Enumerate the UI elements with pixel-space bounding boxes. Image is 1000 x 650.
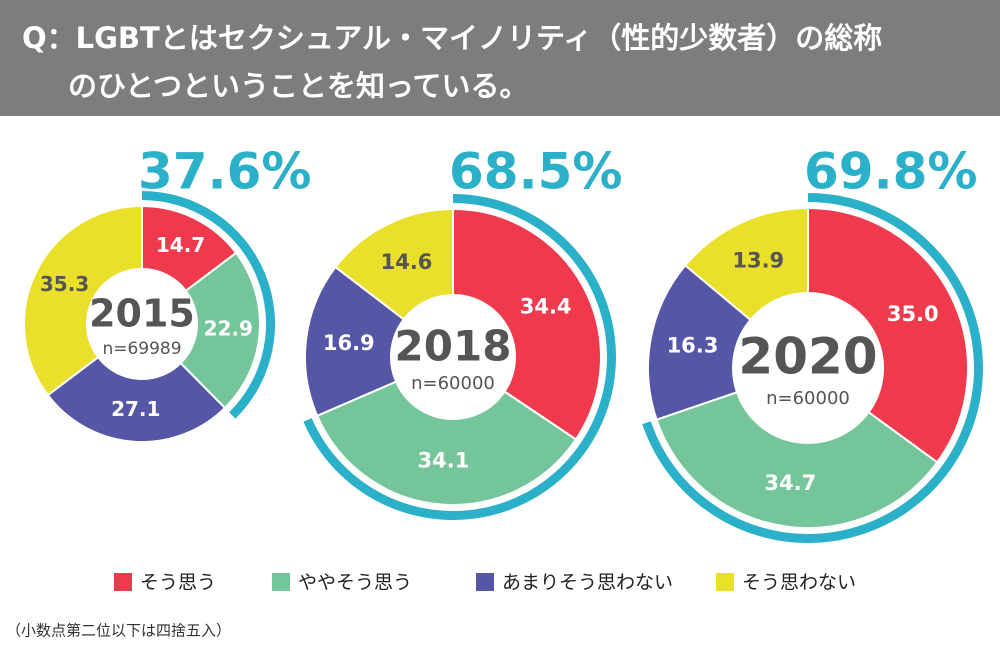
data-label: 22.9 <box>204 317 253 341</box>
title-line: Q：LGBTとはセクシュアル・マイノリティ（性的少数者）の総称 <box>22 21 882 55</box>
highlight-label: 69.8% <box>804 143 977 201</box>
center-subtitle: n=60000 <box>411 373 495 394</box>
donut-segment <box>647 263 752 421</box>
highlight-arc <box>142 191 275 419</box>
data-label: 16.9 <box>323 331 375 355</box>
donut-segment <box>807 206 969 464</box>
donut-segment <box>655 390 939 529</box>
legend-label: ややそう思う <box>298 572 412 594</box>
legend-swatch <box>114 573 132 591</box>
legend-swatch <box>716 573 734 591</box>
donut-segment <box>304 265 406 418</box>
donut-segment <box>179 251 261 410</box>
data-label: 34.7 <box>764 471 816 495</box>
data-label: 16.3 <box>667 334 719 358</box>
center-title: 2020 <box>738 328 877 386</box>
title-line: のひとつということを知っている。 <box>68 69 529 103</box>
data-label: 14.6 <box>381 250 433 274</box>
center-subtitle: n=69989 <box>102 339 181 359</box>
donut-segment <box>452 207 602 441</box>
note: （小数点第二位以下は四捨五入） <box>6 622 231 640</box>
legend-swatch <box>272 573 290 591</box>
center-subtitle: n=60000 <box>766 388 850 409</box>
data-label: 34.4 <box>520 295 572 319</box>
donut-segment <box>46 355 227 443</box>
data-label: 34.1 <box>418 449 470 473</box>
donut-segment <box>315 380 578 506</box>
data-label: 13.9 <box>732 249 784 273</box>
center-title: 2018 <box>395 322 512 371</box>
data-label: 14.7 <box>156 233 205 257</box>
legend-label: そう思わない <box>742 572 856 594</box>
donut-segment <box>23 204 143 397</box>
center-title: 2015 <box>89 292 195 336</box>
legend-label: そう思う <box>140 572 216 594</box>
donut-segment <box>334 207 454 321</box>
data-label: 35.3 <box>40 272 89 296</box>
highlight-label: 37.6% <box>138 143 311 201</box>
highlight-label: 68.5% <box>449 143 622 201</box>
data-label: 35.0 <box>887 302 939 326</box>
data-label: 27.1 <box>111 397 160 421</box>
legend-label: あまりそう思わない <box>502 572 673 594</box>
donut-segment <box>683 206 809 322</box>
header-bar <box>0 0 1000 116</box>
legend-swatch <box>476 573 494 591</box>
